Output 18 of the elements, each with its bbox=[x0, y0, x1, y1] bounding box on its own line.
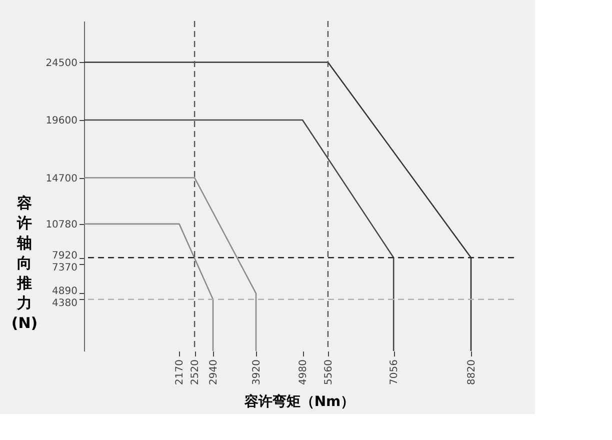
y-axis-title: 容许轴向推力 (N) bbox=[11, 194, 38, 332]
x-tick-label: 2170 bbox=[174, 360, 186, 385]
x-tick-label: 3920 bbox=[252, 360, 262, 385]
x-tick-label: 4980 bbox=[298, 360, 310, 385]
x-tick-label: 2520 bbox=[190, 360, 202, 385]
y-tick-label: 14700 bbox=[46, 173, 78, 184]
y-tick-label: 7370 bbox=[52, 262, 78, 274]
y-tick-label: 24500 bbox=[46, 58, 78, 69]
x-tick-label: 5560 bbox=[323, 360, 334, 385]
x-tick-label: 2940 bbox=[208, 360, 220, 385]
y-tick-label: 10780 bbox=[46, 219, 78, 230]
x-tick-label: 8820 bbox=[466, 360, 478, 385]
y-tick-label: 4380 bbox=[52, 298, 78, 309]
y-tick-label: 7920 bbox=[52, 250, 78, 262]
x-axis-title: 容许弯矩（Nm） bbox=[243, 392, 355, 410]
x-tick-label: 7056 bbox=[389, 360, 400, 385]
y-tick-label: 19600 bbox=[46, 116, 78, 126]
y-tick-label: 4890 bbox=[52, 286, 78, 297]
